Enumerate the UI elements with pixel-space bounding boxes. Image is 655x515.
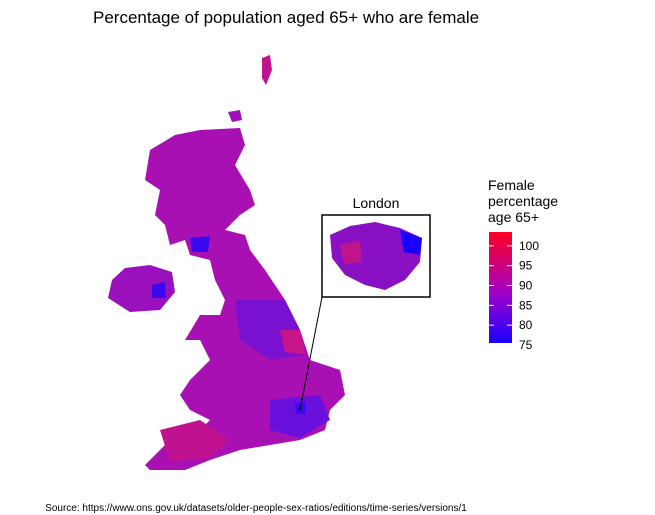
region-patch (190, 236, 210, 252)
region-patch (270, 395, 330, 438)
region-patch (160, 420, 230, 462)
legend-tick-label: 80 (519, 318, 533, 332)
legend-title: age 65+ (488, 209, 539, 225)
legend-title: Female (488, 177, 535, 193)
northern-ireland (108, 265, 175, 312)
inset-label: London (353, 195, 400, 211)
region-patch (152, 282, 166, 298)
orkney (228, 110, 242, 122)
shetland (262, 55, 272, 85)
inset-connector (299, 296, 323, 411)
map (108, 55, 345, 470)
title: Percentage of population aged 65+ who ar… (93, 8, 479, 27)
legend-tick-label: 90 (519, 279, 533, 293)
legend-tick-label: 75 (519, 338, 533, 352)
legend-tick-label: 85 (519, 298, 533, 312)
source: Source: https://www.ons.gov.uk/datasets/… (45, 503, 467, 514)
legend-title: percentage (488, 193, 558, 209)
region-patch (280, 330, 305, 355)
legend-tick-label: 100 (519, 239, 539, 253)
great-britain (145, 128, 345, 470)
london-patch (340, 240, 362, 264)
color-bar (489, 232, 512, 343)
london-map (330, 222, 422, 290)
legend-tick-label: 95 (519, 259, 533, 273)
london-patch (400, 230, 422, 255)
